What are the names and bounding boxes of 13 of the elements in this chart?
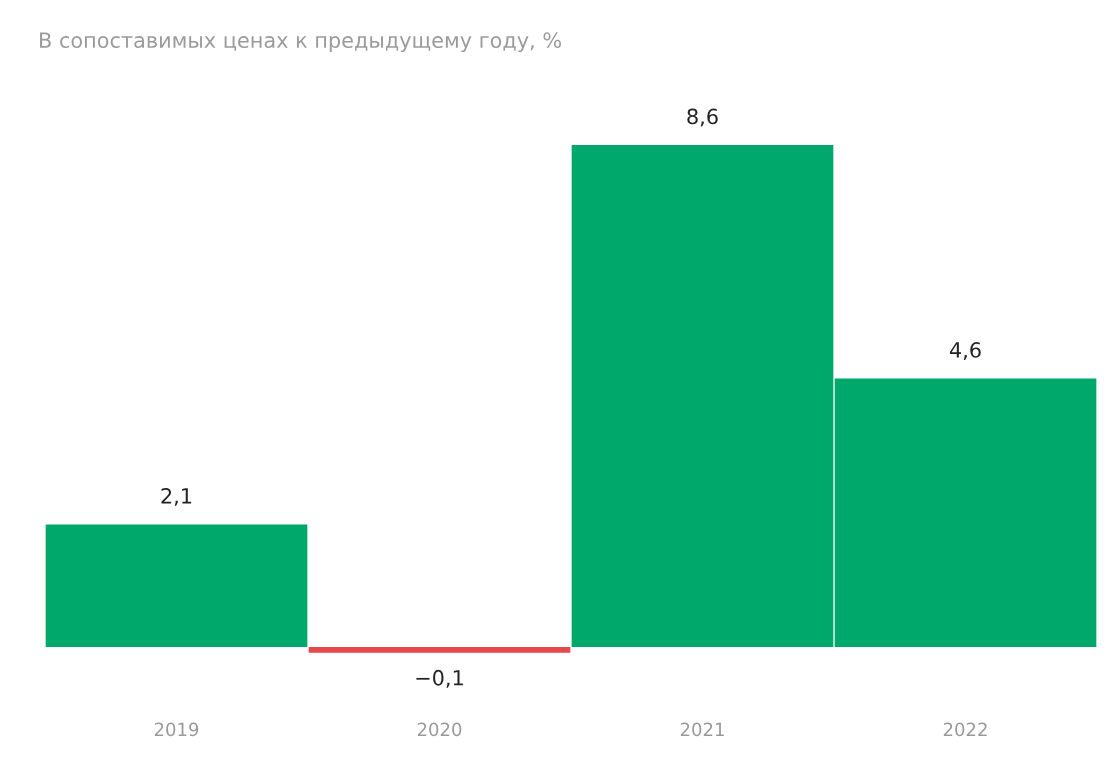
x-tick-label: 2021 <box>680 722 724 737</box>
bar <box>834 378 1097 647</box>
x-tick-label: 2022 <box>943 722 987 737</box>
data-label: 8,6 <box>687 108 718 127</box>
data-label: 2,1 <box>161 487 192 506</box>
chart-title: В сопоставимых ценах к предыдущему году, % <box>40 32 561 53</box>
data-label: 4,6 <box>949 342 981 360</box>
data-label: −0,1 <box>416 669 463 688</box>
x-tick-label: 2020 <box>417 722 462 737</box>
bar <box>308 647 571 653</box>
bar <box>571 145 834 647</box>
x-tick-label: 2019 <box>154 722 199 737</box>
bar <box>45 524 308 647</box>
